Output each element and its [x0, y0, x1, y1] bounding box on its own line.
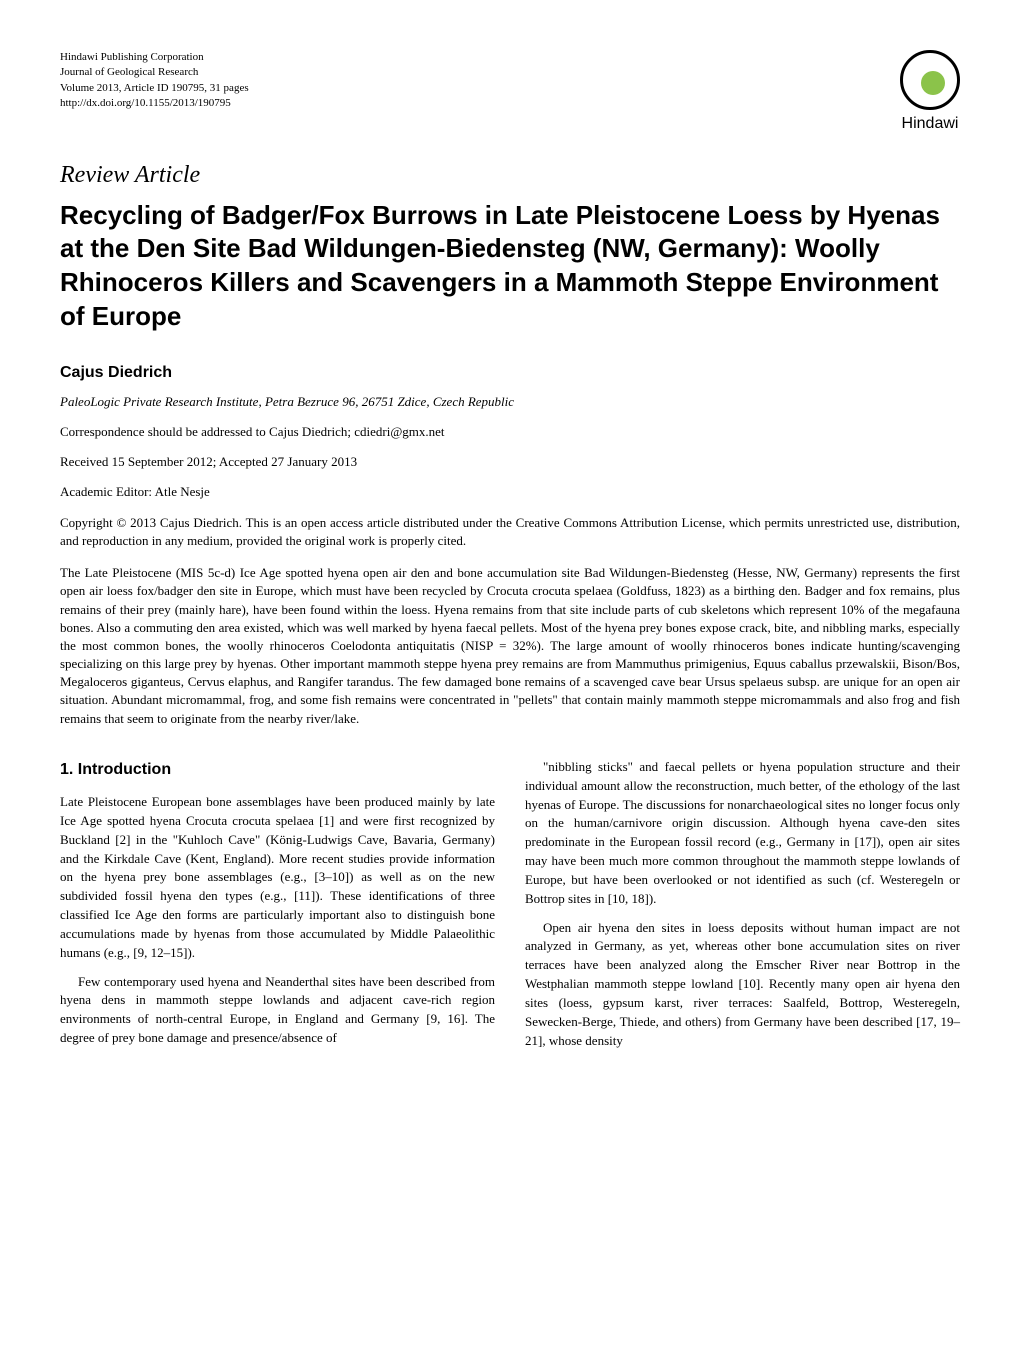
intro-para-4: Open air hyena den sites in loess deposi… — [525, 919, 960, 1051]
article-dates: Received 15 September 2012; Accepted 27 … — [60, 454, 960, 470]
copyright-notice: Copyright © 2013 Cajus Diedrich. This is… — [60, 514, 960, 550]
journal-name: Journal of Geological Research — [60, 65, 960, 80]
author-name: Cajus Diedrich — [60, 364, 960, 382]
body-columns: 1. Introduction Late Pleistocene Europea… — [60, 758, 960, 1059]
logo-icon — [900, 50, 960, 110]
academic-editor: Academic Editor: Atle Nesje — [60, 484, 960, 500]
publication-info: Hindawi Publishing Corporation Journal o… — [60, 50, 960, 112]
intro-para-2: Few contemporary used hyena and Neandert… — [60, 973, 495, 1048]
article-title: Recycling of Badger/Fox Burrows in Late … — [60, 199, 960, 334]
publisher: Hindawi Publishing Corporation — [60, 50, 960, 65]
intro-para-1: Late Pleistocene European bone assemblag… — [60, 793, 495, 963]
abstract-text: The Late Pleistocene (MIS 5c-d) Ice Age … — [60, 564, 960, 728]
volume-info: Volume 2013, Article ID 190795, 31 pages — [60, 81, 960, 96]
logo-text: Hindawi — [900, 115, 960, 133]
publisher-logo: Hindawi — [900, 50, 960, 133]
article-type: Review Article — [60, 162, 960, 189]
header: Hindawi Publishing Corporation Journal o… — [60, 50, 960, 112]
section-heading-intro: 1. Introduction — [60, 758, 495, 781]
doi-link: http://dx.doi.org/10.1155/2013/190795 — [60, 96, 960, 111]
intro-para-3: "nibbling sticks" and faecal pellets or … — [525, 758, 960, 909]
author-affiliation: PaleoLogic Private Research Institute, P… — [60, 394, 960, 410]
correspondence-info: Correspondence should be addressed to Ca… — [60, 424, 960, 440]
